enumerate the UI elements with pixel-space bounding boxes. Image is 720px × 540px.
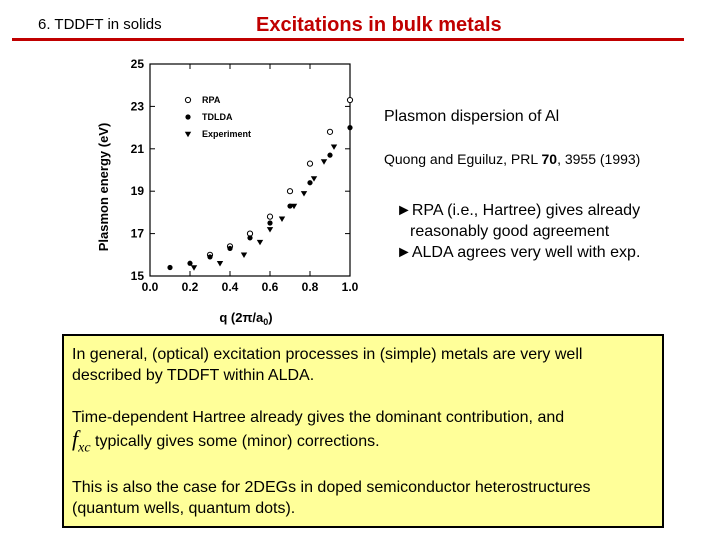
x-tick-label: 0.6 (262, 280, 279, 294)
x-tick-label: 0.2 (182, 280, 199, 294)
data-point-tdlda (307, 180, 313, 186)
data-point-experiment (310, 176, 318, 182)
summary-para-1: In general, (optical) excitation process… (72, 346, 583, 384)
data-point-rpa (306, 160, 314, 167)
bullet-rpa: ►RPA (i.e., Hartree) gives already (396, 202, 641, 219)
data-point-experiment (278, 216, 286, 222)
y-tick-label: 23 (131, 99, 145, 113)
data-point-tdlda (167, 264, 173, 271)
data-point-experiment (266, 227, 274, 233)
plasmon-dispersion-chart: Plasmon energy (eV) q (2π/a0) 15 17 19 21 23… (88, 52, 378, 332)
data-point-experiment (256, 239, 264, 246)
summary-para-2b: typically gives some (minor) corrections… (90, 433, 380, 450)
x-tick-label: 0.0 (142, 280, 159, 294)
chart-xlabel: q (2π/a0) (219, 310, 272, 327)
data-point-tdlda (227, 245, 233, 252)
side-bullets: ►RPA (i.e., Hartree) gives already reaso… (396, 200, 696, 263)
data-point-experiment (300, 191, 308, 197)
data-point-rpa (346, 96, 354, 104)
data-point-experiment (190, 265, 198, 271)
data-point-experiment (320, 159, 328, 165)
chart-ylabel-group: Plasmon energy (eV) (96, 123, 111, 252)
summary-para-3: This is also the case for 2DEGs in doped… (72, 479, 591, 518)
chart-xlabel-main: q (2π/a (219, 310, 264, 325)
data-point-tdlda (207, 254, 213, 260)
x-tick-label: 0.4 (222, 280, 239, 294)
y-tick-label: 21 (131, 142, 145, 156)
side-reference: Quong and Eguiluz, PRL 70, 3955 (1993) (384, 151, 640, 167)
data-point-tdlda (327, 152, 333, 158)
title-divider (12, 38, 684, 41)
data-point-tdlda (347, 125, 353, 131)
data-point-rpa (326, 128, 334, 135)
bullet-alda: ►ALDA agrees very well with exp. (396, 244, 641, 261)
legend-marker-experiment (184, 131, 192, 138)
data-point-tdlda (267, 220, 273, 226)
side-heading: Plasmon dispersion of Al (384, 108, 560, 125)
x-tick-label: 1.0 (342, 280, 359, 294)
x-tick-label: 0.8 (302, 280, 319, 294)
data-point-rpa (286, 188, 294, 195)
data-point-experiment (240, 252, 248, 258)
fxc-symbol: fxc (72, 426, 91, 456)
fxc-f: f (72, 426, 79, 451)
bullet-rpa-cont: reasonably good agreement (410, 223, 610, 240)
data-point-tdlda (287, 203, 293, 209)
data-point-experiment (330, 144, 338, 150)
data-point-experiment (216, 261, 224, 267)
legend-marker-tdlda (185, 114, 191, 120)
legend-label-rpa: RPA (202, 95, 221, 105)
slide-title: Excitations in bulk metals (256, 14, 502, 36)
fxc-sub: xc (78, 440, 91, 456)
legend-marker-rpa (184, 96, 192, 104)
side-ref-volume: 70 (541, 151, 558, 167)
y-tick-label: 19 (131, 184, 145, 198)
y-tick-label: 17 (131, 227, 145, 241)
data-point-tdlda (247, 235, 253, 241)
legend-label-experiment: Experiment (202, 129, 251, 139)
summary-box: In general, (optical) excitation process… (62, 334, 664, 528)
y-tick-label: 25 (131, 57, 145, 71)
data-point-rpa (266, 213, 274, 220)
section-label: 6. TDDFT in solids (38, 16, 162, 33)
side-ref-prefix: Quong and Eguiluz, PRL (384, 151, 542, 167)
chart-ylabel: Plasmon energy (eV) (96, 123, 111, 252)
chart-xlabel-close: ) (268, 310, 272, 325)
data-point-experiment (290, 203, 298, 210)
summary-para-2: Time-dependent Hartree already gives the… (72, 407, 654, 458)
chart-svg: Plasmon energy (eV) q (2π/a0) 15 17 19 21 23… (96, 57, 359, 327)
plot-frame (149, 63, 351, 277)
legend-label-tdlda: TDLDA (202, 112, 233, 122)
chart-xlabel-sub: 0 (263, 317, 268, 327)
data-point-tdlda (187, 260, 193, 266)
summary-para-2a: Time-dependent Hartree already gives the… (72, 409, 565, 426)
y-tick-label: 15 (131, 269, 145, 283)
side-ref-suffix: , 3955 (1993) (557, 151, 641, 167)
